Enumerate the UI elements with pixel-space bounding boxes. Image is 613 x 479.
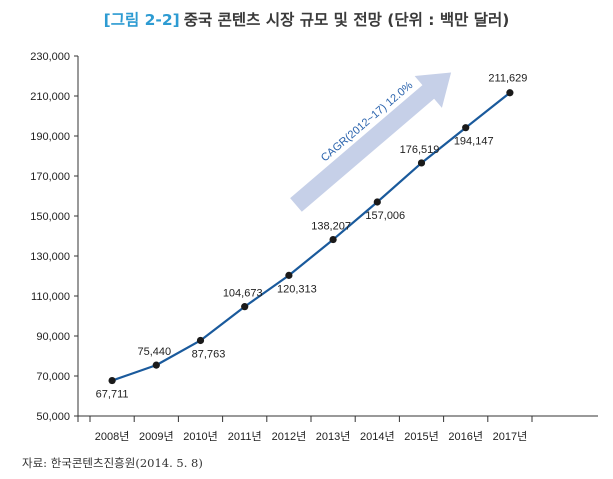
data-point bbox=[108, 376, 116, 385]
x-tick-label: 2013년 bbox=[316, 430, 351, 443]
data-label: 211,629 bbox=[488, 73, 527, 85]
chart-title: [그림 2-2] 중국 콘텐츠 시장 규모 및 전망 (단위 : 백만 달러) bbox=[0, 8, 613, 30]
y-tick-label: 170,000 bbox=[30, 171, 70, 183]
data-point bbox=[152, 361, 160, 369]
data-point bbox=[462, 124, 470, 132]
y-tick-label: 70,000 bbox=[36, 371, 70, 383]
data-point bbox=[373, 198, 381, 206]
x-tick-label: 2010년 bbox=[183, 430, 218, 443]
x-tick-label: 2008년 bbox=[95, 430, 130, 443]
y-tick-label: 90,000 bbox=[36, 331, 70, 343]
data-label: 75,440 bbox=[137, 346, 171, 358]
source-note: 자료: 한국콘텐츠진흥원(2014. 5. 8) bbox=[22, 456, 203, 470]
series-line bbox=[111, 91, 511, 382]
x-tick-label: 2012년 bbox=[272, 430, 307, 443]
y-tick-label: 230,000 bbox=[30, 51, 70, 63]
x-tick-label: 2011년 bbox=[228, 430, 262, 443]
data-label: 87,763 bbox=[192, 348, 226, 360]
x-tick-label: 2016년 bbox=[448, 430, 483, 443]
data-label: 120,313 bbox=[277, 283, 317, 295]
data-label: 176,519 bbox=[400, 144, 440, 156]
data-point bbox=[285, 271, 293, 279]
x-tick-label: 2014년 bbox=[360, 430, 395, 443]
figure-label: [그림 2-2] bbox=[103, 11, 180, 29]
data-label: 104,673 bbox=[223, 288, 263, 300]
y-tick-label: 210,000 bbox=[30, 91, 70, 103]
data-point bbox=[506, 89, 514, 97]
cagr-arrow-shape bbox=[290, 72, 452, 212]
x-tick-label: 2015년 bbox=[404, 430, 439, 443]
data-label: 138,207 bbox=[311, 221, 351, 233]
data-point bbox=[417, 159, 426, 167]
data-label: 67,711 bbox=[96, 389, 129, 401]
y-tick-label: 190,000 bbox=[30, 131, 70, 143]
cagr-arrow: CAGR(2012~17) 12.0% bbox=[290, 72, 452, 212]
x-tick-label: 2017년 bbox=[493, 430, 528, 443]
title-text: 중국 콘텐츠 시장 규모 및 전망 (단위 : 백만 달러) bbox=[183, 11, 510, 29]
y-tick-label: 150,000 bbox=[30, 211, 70, 223]
data-point bbox=[241, 303, 249, 311]
y-tick-label: 130,000 bbox=[30, 251, 70, 263]
data-label: 157,006 bbox=[365, 210, 405, 222]
data-point bbox=[329, 235, 337, 244]
data-label: 194,147 bbox=[454, 136, 494, 148]
y-tick-label: 50,000 bbox=[36, 411, 70, 423]
data-point bbox=[196, 336, 205, 345]
y-tick-label: 110,000 bbox=[31, 291, 70, 303]
x-tick-label: 2009년 bbox=[139, 430, 174, 443]
